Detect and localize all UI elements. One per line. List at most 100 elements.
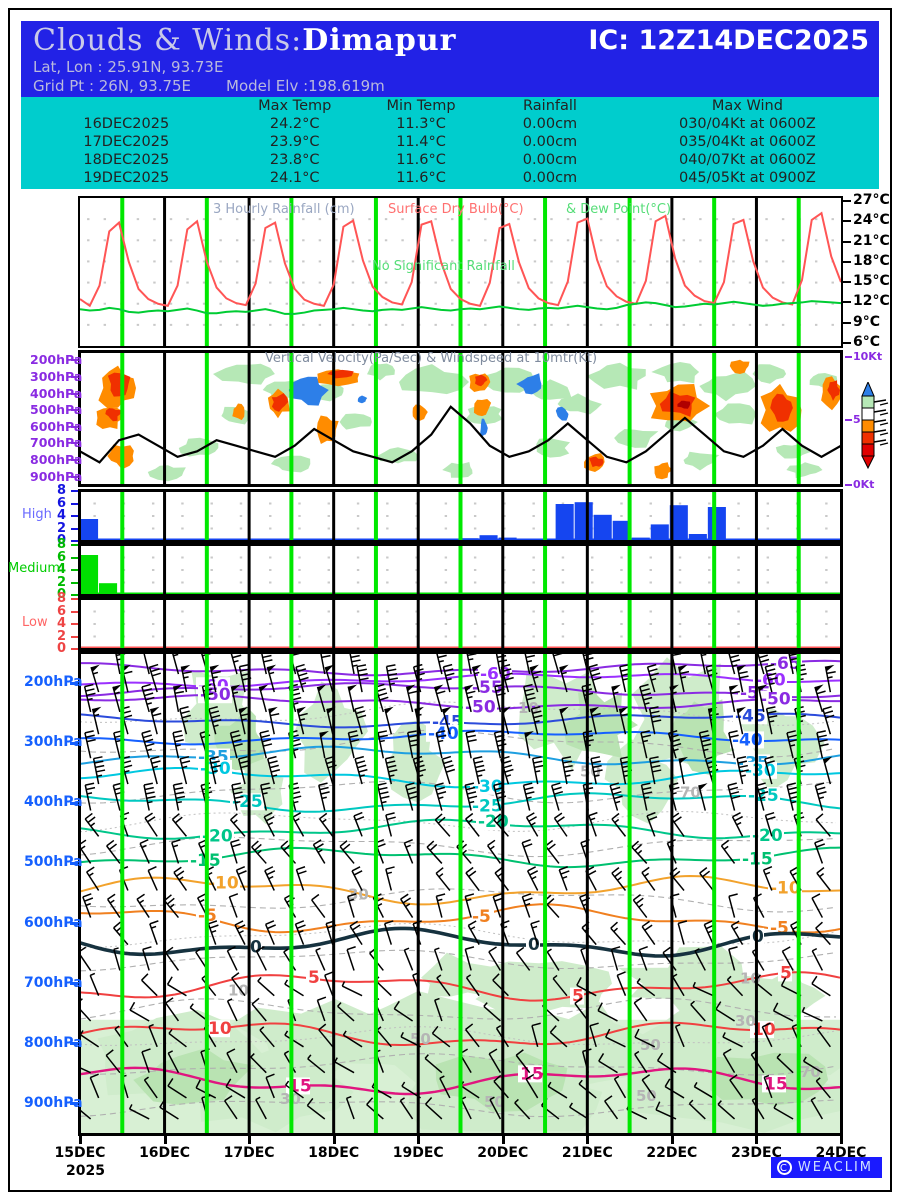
x-axis-tick xyxy=(755,1136,759,1144)
svg-text:-25: -25 xyxy=(472,797,503,817)
vertvel-axis-tick xyxy=(71,359,78,362)
vertvel-pressure-label: 600hPa xyxy=(30,418,83,434)
dewpoint-title: & Dew Point(°C) xyxy=(566,202,672,217)
gridpoint-text: Grid Pt : 26N, 93.75E xyxy=(33,77,192,95)
col-header-date xyxy=(21,97,232,115)
cell-maxtemp: 24.2°C xyxy=(269,116,320,132)
cloud-axis-tick xyxy=(71,581,78,584)
main-pressure-label: 500hPa xyxy=(24,854,83,871)
wind-barb-legend xyxy=(861,382,889,470)
vertvel-pressure-label: 900hPa xyxy=(30,468,83,484)
cloud-group-label-high: High xyxy=(22,507,52,522)
svg-text:0: 0 xyxy=(250,938,262,958)
cloud-axis-tick xyxy=(71,635,78,638)
station-name: Dimapur xyxy=(302,23,457,58)
cloud-axis-tick-label: 6 xyxy=(57,495,67,511)
temp-axis-label: 12°C xyxy=(853,293,890,310)
x-axis-year-label: 2025 xyxy=(66,1163,105,1179)
svg-text:15: 15 xyxy=(520,1064,544,1084)
svg-text:-50: -50 xyxy=(465,698,496,718)
panel-vertical-velocity xyxy=(78,350,843,487)
cell-date: 16DEC2025 xyxy=(83,116,170,132)
title-prefix: Clouds & Winds: xyxy=(33,23,303,58)
cell-maxwind: 035/04Kt at 0600Z xyxy=(678,134,816,150)
main-pressure-label: 300hPa xyxy=(24,734,83,751)
cell-rainfall: 0.00cm xyxy=(522,170,578,186)
cell-maxwind: 040/07Kt at 0600Z xyxy=(678,152,816,168)
cloud-axis-tick-label: 6 xyxy=(57,549,67,565)
cloud-axis-tick-label: 4 xyxy=(57,616,67,631)
main-pressure-label: 900hPa xyxy=(24,1094,83,1111)
svg-text:70: 70 xyxy=(680,783,701,801)
svg-text:-30: -30 xyxy=(745,761,776,781)
cloud-axis-tick-label: 2 xyxy=(57,574,67,590)
cell-mintemp: 11.6°C xyxy=(396,152,446,168)
svg-text:-10: -10 xyxy=(208,874,239,894)
vertvel-pressure-label: 700hPa xyxy=(30,435,83,451)
logo-text: WEACLIM xyxy=(797,1160,873,1175)
main-pressure-tick xyxy=(70,801,78,805)
panel-rainfall-temperature xyxy=(78,196,843,348)
model-elevation-text: Model Elv :198.619m xyxy=(226,77,385,95)
cloud-axis-tick xyxy=(71,598,78,600)
x-axis-date-label: 20DEC xyxy=(477,1145,529,1161)
col-header-rainfall: Rainfall xyxy=(523,98,577,114)
main-pressure-label: 700hPa xyxy=(24,974,83,991)
svg-text:-20: -20 xyxy=(752,826,783,846)
rainfall-panel-title: 3 Hourly Rainfall (cm) xyxy=(213,202,355,217)
x-axis-date-label: 23DEC xyxy=(730,1145,782,1161)
x-axis-date-label: 15DEC xyxy=(54,1145,106,1161)
cell-maxtemp: 23.9°C xyxy=(269,134,320,150)
vertvel-pressure-label: 400hPa xyxy=(30,385,83,401)
cloud-axis-tick-label: 0 xyxy=(57,533,67,548)
main-pressure-tick xyxy=(70,861,78,865)
svg-text:15: 15 xyxy=(764,1074,788,1094)
cloud-axis-tick xyxy=(71,527,78,530)
weaclim-logo: C WEACLIM xyxy=(770,1157,882,1178)
main-pressure-tick xyxy=(70,741,78,745)
main-pressure-tick xyxy=(70,681,78,685)
cell-mintemp: 11.3°C xyxy=(396,116,446,132)
cloud-axis-tick-label: 6 xyxy=(57,603,67,619)
svg-text:10: 10 xyxy=(208,1019,232,1039)
x-axis-date-label: 16DEC xyxy=(139,1145,191,1161)
cloud-axis-tick xyxy=(71,648,78,650)
temp-axis-label: 24°C xyxy=(853,212,890,229)
cloud-axis-tick-label: 4 xyxy=(57,562,67,577)
temp-axis-tick xyxy=(843,260,851,263)
table-row: 16DEC2025 24.2°C 11.3°C 0.00cm 030/04Kt … xyxy=(21,115,879,133)
vertvel-pressure-label: 300hPa xyxy=(30,368,83,384)
svg-text:50: 50 xyxy=(484,1093,505,1111)
cloud-axis-tick xyxy=(71,610,78,613)
cloud-axis-tick-label: 0 xyxy=(57,641,67,656)
x-axis-date-label: 22DEC xyxy=(646,1145,698,1161)
vertvel-axis-tick xyxy=(71,442,78,445)
vertvel-axis-tick xyxy=(71,459,78,462)
svg-text:-20: -20 xyxy=(202,826,233,846)
panel-cloud-medium xyxy=(78,543,843,597)
cell-maxwind: 045/05Kt at 0900Z xyxy=(678,170,816,186)
cell-maxtemp: 23.8°C xyxy=(269,152,320,168)
temp-axis-label: 27°C xyxy=(853,192,890,208)
cloud-axis-tick xyxy=(71,569,78,571)
cell-maxtemp: 24.1°C xyxy=(269,170,320,186)
col-header-mintemp: Min Temp xyxy=(386,98,456,114)
svg-text:-55: -55 xyxy=(472,678,503,698)
svg-text:50: 50 xyxy=(636,1087,657,1105)
cloud-axis-tick-label: 2 xyxy=(57,520,67,536)
cloud-axis-tick xyxy=(71,623,78,625)
x-axis-tick xyxy=(79,1136,82,1144)
windspeed-scale-label: 10Kt xyxy=(853,350,883,363)
table-row: 19DEC2025 24.1°C 11.6°C 0.00cm 045/05Kt … xyxy=(21,169,879,187)
windspeed-scale-label: 0Kt xyxy=(853,478,875,491)
x-axis-tick xyxy=(417,1136,421,1144)
vertvel-pressure-label: 200hPa xyxy=(30,352,83,368)
main-pressure-tick xyxy=(70,982,78,986)
main-pressure-label: 200hPa xyxy=(24,674,83,691)
main-pressure-tick xyxy=(70,922,78,926)
cloud-axis-tick xyxy=(71,594,78,596)
cloud-axis-tick xyxy=(71,540,78,542)
svg-text:-5: -5 xyxy=(472,907,491,927)
x-axis-tick xyxy=(248,1136,252,1144)
svg-text:-45: -45 xyxy=(735,706,766,726)
